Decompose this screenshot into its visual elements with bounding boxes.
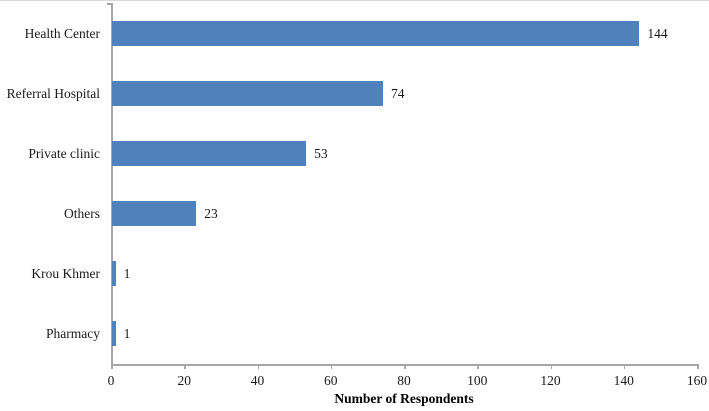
category-label: Pharmacy (46, 326, 100, 342)
x-axis-tick (257, 364, 259, 369)
x-axis-tick-label: 140 (613, 373, 634, 388)
x-axis-tick-label: 0 (107, 373, 115, 388)
y-axis-top-tick (107, 3, 111, 5)
x-axis-tick (550, 364, 552, 369)
bar (112, 201, 197, 227)
value-label: 53 (314, 145, 328, 161)
x-axis-tick-label: 160 (686, 373, 708, 388)
category-label: Others (64, 206, 100, 222)
bar (112, 140, 307, 166)
x-axis-title: Number of Respondents (334, 391, 474, 406)
bar (112, 321, 116, 347)
x-axis-tick (697, 364, 699, 369)
value-label: 1 (123, 326, 131, 342)
value-label: 23 (204, 206, 218, 222)
x-axis-tick (330, 364, 333, 369)
x-axis-tick-label: 120 (540, 373, 561, 388)
x-axis-tick (477, 364, 479, 369)
category-label: Krou Khmer (31, 266, 100, 282)
x-axis-tick (623, 364, 626, 369)
value-label: 144 (647, 25, 668, 41)
bar (112, 20, 640, 46)
bar (112, 261, 116, 287)
x-axis-tick-label: 80 (397, 373, 411, 388)
x-axis-tick-label: 100 (467, 373, 488, 388)
y-axis-line (111, 3, 113, 369)
x-axis-tick (404, 364, 406, 369)
bar (112, 80, 384, 106)
category-label: Private clinic (28, 145, 100, 161)
x-axis-tick-label: 40 (250, 373, 265, 388)
x-axis-tick-label: 60 (324, 373, 338, 388)
x-axis-tick (184, 364, 186, 369)
category-label: Health Center (24, 25, 100, 41)
value-label: 74 (391, 85, 405, 101)
value-label: 1 (123, 266, 131, 282)
category-label: Referral Hospital (6, 85, 100, 101)
x-axis-tick-label: 20 (177, 373, 192, 388)
